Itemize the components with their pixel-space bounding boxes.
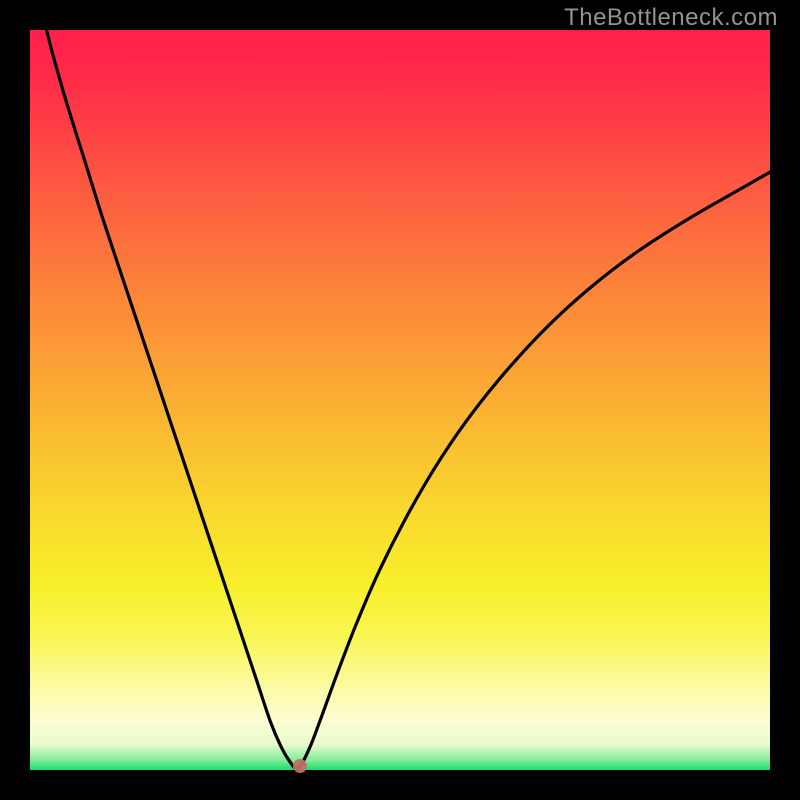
plot-area (30, 30, 770, 770)
min-marker (293, 759, 307, 773)
curve-layer (30, 30, 770, 770)
watermark-text: TheBottleneck.com (564, 4, 778, 32)
